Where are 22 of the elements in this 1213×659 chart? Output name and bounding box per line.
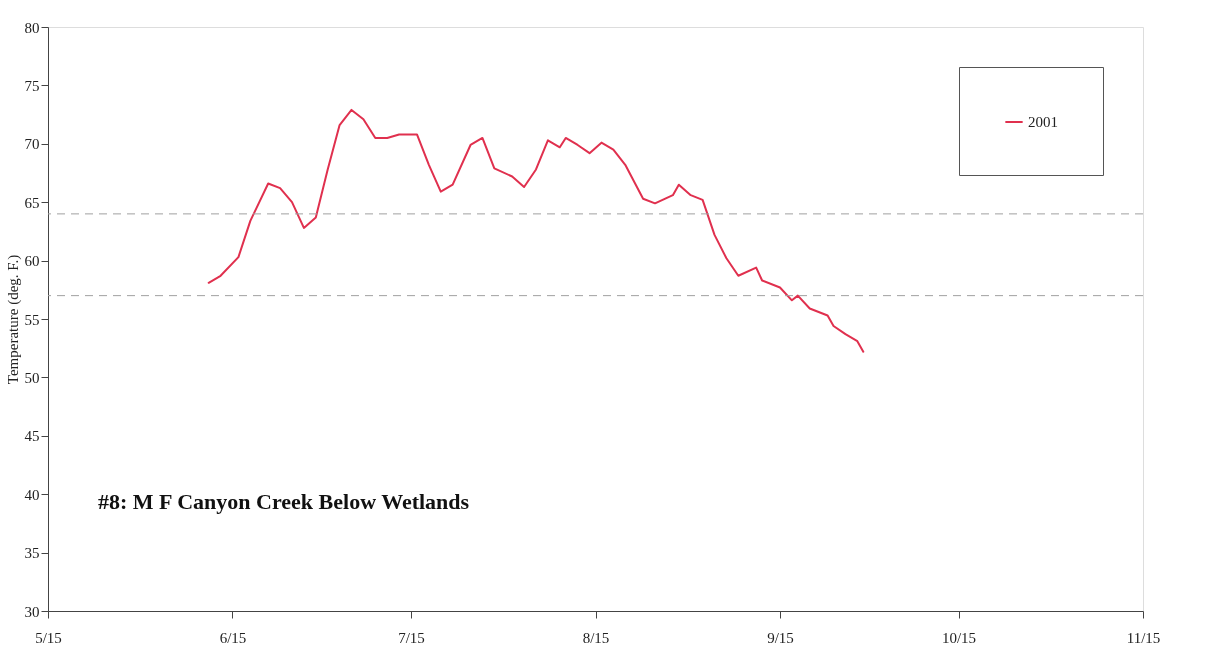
y-tick-label: 40 [24,486,40,503]
y-tick-label: 35 [24,545,40,562]
y-tick-label: 60 [24,253,40,270]
y-tick-label: 75 [24,77,40,94]
annotation: #8: M F Canyon Creek Below Wetlands [98,489,470,514]
x-tick-label: 10/15 [941,629,977,646]
x-tick-label: 6/15 [219,629,247,646]
y-tick-label: 70 [24,136,40,153]
y-tick-label: 45 [24,428,40,445]
y-tick-label: 50 [24,369,40,386]
legend-label: 2001 [1028,114,1058,130]
y-tick-label: 55 [24,311,40,328]
x-tick-label: 11/15 [1126,629,1161,646]
y-tick-label: 30 [24,603,40,620]
x-tick-label: 7/15 [398,629,425,646]
y-axis-title: Temperature (deg. F.) [4,254,22,385]
x-tick-label: 8/15 [582,629,610,646]
y-tick-label: 80 [24,19,40,36]
x-tick-label: 5/15 [35,629,62,646]
x-tick-label: 9/15 [767,629,794,646]
line-series [207,108,865,353]
y-tick-label: 65 [24,194,40,211]
